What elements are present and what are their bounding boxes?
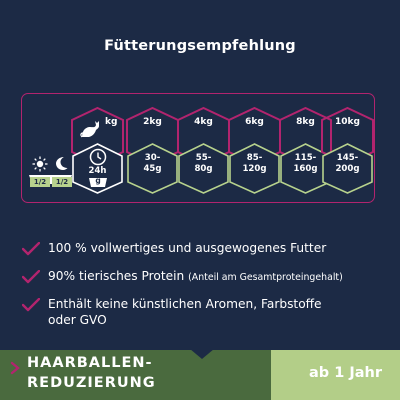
checkmark-icon xyxy=(21,241,41,260)
kg-label: kg xyxy=(105,117,118,127)
checkmark-icon xyxy=(21,269,41,288)
weight-label: 6kg xyxy=(245,117,264,127)
gram-label: g xyxy=(95,176,101,185)
weight-label: 10kg xyxy=(335,117,360,127)
footer-title-line2: REDUZIERUNG xyxy=(27,375,156,391)
checkmark-icon xyxy=(21,297,41,316)
bowl-icon: g xyxy=(87,176,109,188)
moon-icon xyxy=(55,156,68,171)
day-fraction-evening: 1/2 xyxy=(52,177,72,187)
amount-label: 30- 45g xyxy=(143,153,162,174)
weight-label: 2kg xyxy=(143,117,162,127)
weight-column: 2kg 30- 45g xyxy=(125,106,180,194)
footer-left-panel xyxy=(0,350,271,400)
benefit-text: 90% tierisches Protein (Anteil am Gesamt… xyxy=(48,269,343,283)
amount-label: 85- 120g xyxy=(242,153,267,174)
time-label: 24h xyxy=(88,166,107,176)
weight-column: 4kg 55- 80g xyxy=(176,106,231,194)
chevron-right-icon xyxy=(10,360,20,379)
weight-label: 8kg xyxy=(296,117,315,127)
clock-icon xyxy=(89,148,107,166)
feeding-table-panel xyxy=(21,93,375,203)
benefit-note: (Anteil am Gesamtproteingehalt) xyxy=(188,272,343,283)
weight-column: 10kg 145- 200g xyxy=(320,106,375,194)
benefit-text: Enthält keine künstlichen Aromen, Farbst… xyxy=(48,297,322,327)
weight-label: 4kg xyxy=(194,117,213,127)
benefit-text: 100 % vollwertiges und ausgewogenes Futt… xyxy=(48,241,327,255)
cat-icon xyxy=(80,118,102,138)
weight-column: 8kg 115- 160g xyxy=(278,106,333,194)
footer-title-line1: HAARBALLEN- xyxy=(27,355,153,371)
footer-age: ab 1 Jahr xyxy=(309,365,383,381)
amount-label: 55- 80g xyxy=(194,153,213,174)
day-fraction-morning: 1/2 xyxy=(30,177,50,187)
footer-notch xyxy=(190,349,214,359)
amount-label: 115- 160g xyxy=(293,153,318,174)
weight-column: 6kg 85- 120g xyxy=(227,106,282,194)
page-title: Fütterungsempfehlung xyxy=(104,38,296,54)
footer-banner: HAARBALLEN- REDUZIERUNG ab 1 Jahr xyxy=(0,349,400,400)
cat-weight-hex: kg 24h g xyxy=(70,106,125,194)
sun-icon xyxy=(32,156,48,172)
amount-label: 145- 200g xyxy=(335,153,360,174)
